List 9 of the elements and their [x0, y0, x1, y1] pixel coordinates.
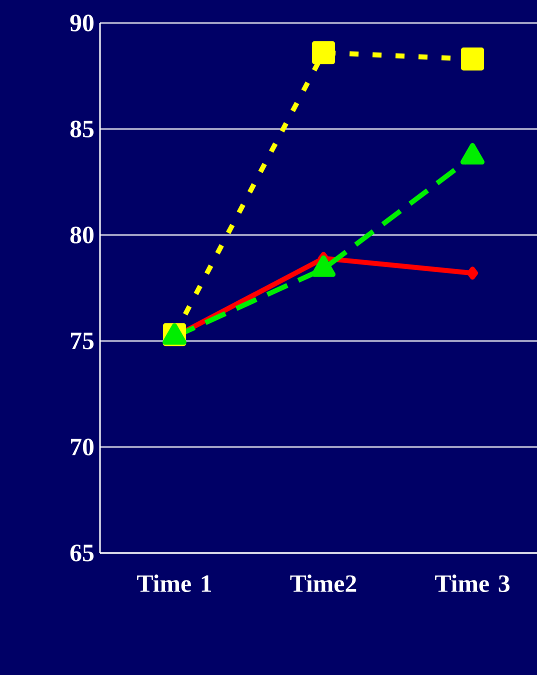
y-tick-label: 65 — [70, 544, 94, 562]
y-tick-label: 75 — [70, 332, 94, 350]
y-tick-label: 80 — [70, 226, 94, 244]
x-tick-label: Time2 — [290, 574, 356, 592]
x-tick-label: Time 1 — [137, 574, 212, 592]
y-tick-label: 85 — [70, 120, 94, 138]
y-tick-label: 90 — [70, 14, 94, 32]
y-tick-label: 70 — [70, 438, 94, 456]
x-tick-label: Time 3 — [435, 574, 510, 592]
